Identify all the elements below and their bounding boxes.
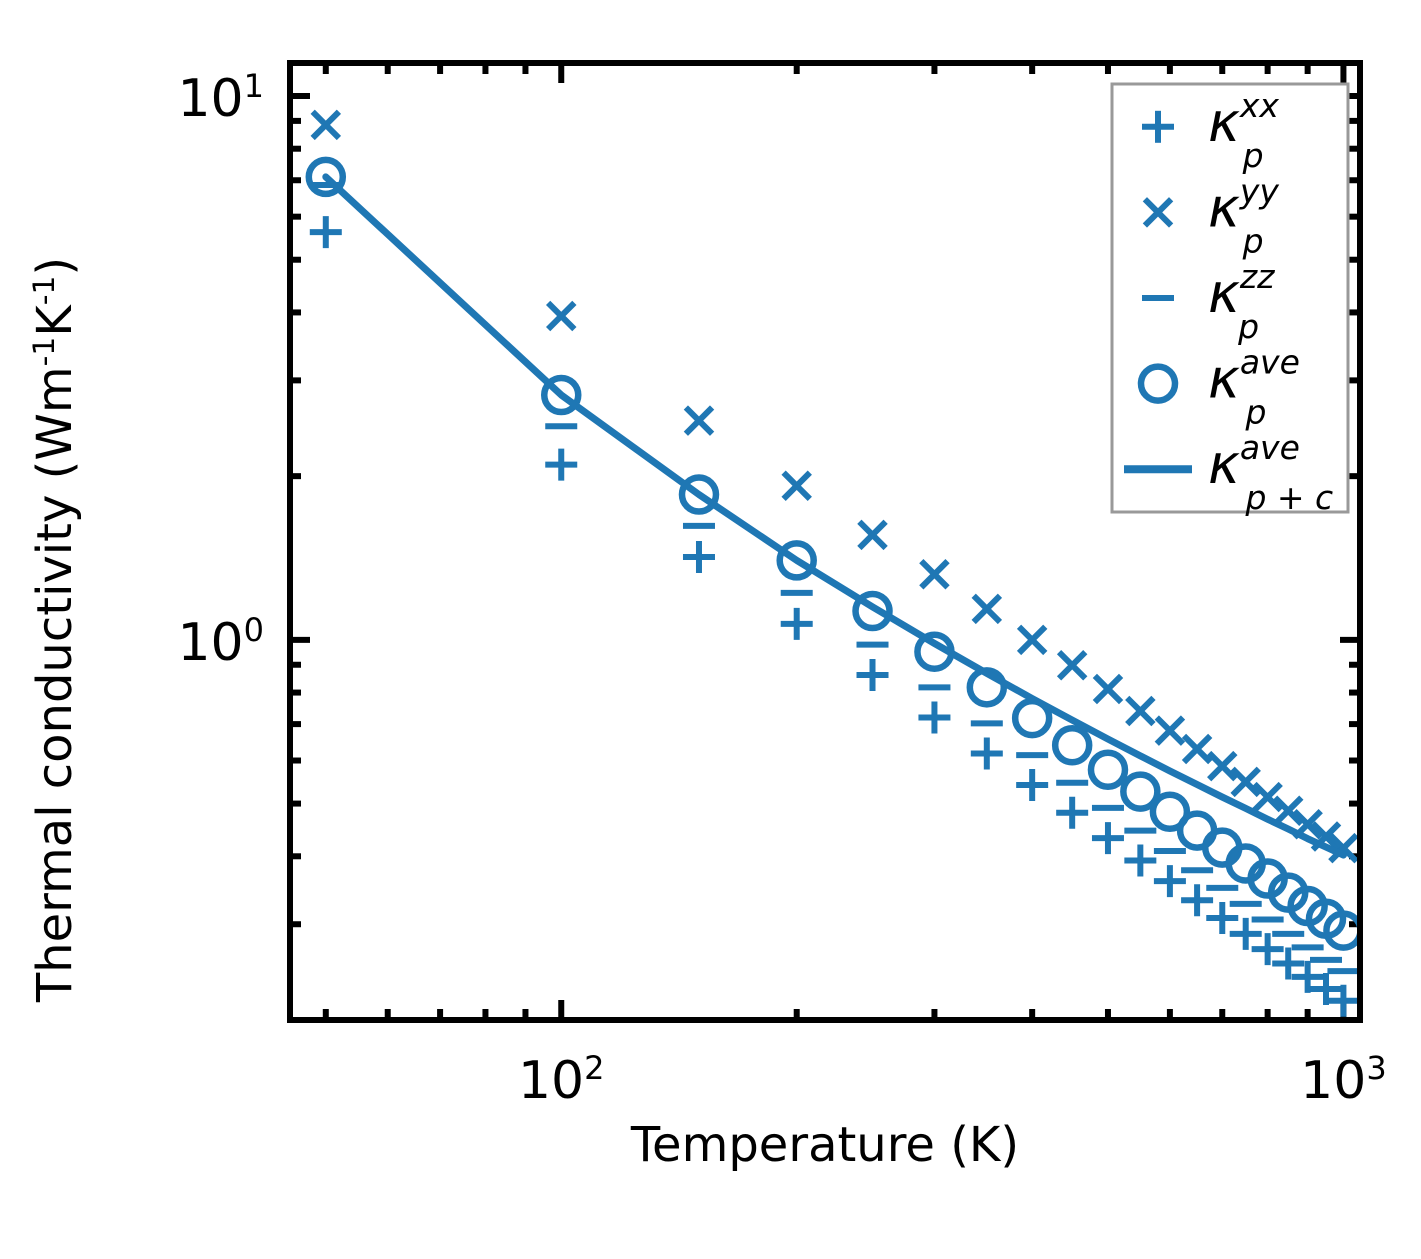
marker-cross: [1328, 832, 1357, 864]
marker-cross: [1207, 750, 1238, 782]
marker-circle: [305, 156, 347, 198]
legend-entry-kappa-p-zz[interactable]: κzz p: [1142, 257, 1275, 346]
x-tick-label-1000: 103: [1300, 1049, 1387, 1111]
legend-entry-kappa-p-plus-c-ave[interactable]: κave p + c: [1124, 428, 1333, 517]
x-tick-label-100: 102: [518, 1049, 605, 1111]
marker-cross: [1056, 650, 1088, 681]
marker-cross: [546, 300, 577, 332]
y-tick-label-1-text: 100: [177, 611, 264, 673]
series-kappa-p-plus-c-ave: [322, 173, 1347, 859]
legend-entry-kappa-p-xx[interactable]: κxx p: [1142, 86, 1279, 175]
marker-circle: [852, 590, 893, 632]
series-kappa-p-yy: [310, 109, 1357, 864]
marker-cross: [1181, 733, 1213, 765]
legend-label-kappa-p-ave: κave p: [1208, 343, 1300, 432]
marker-cross: [310, 109, 342, 141]
marker-cross: [919, 559, 950, 590]
marker-cross: [1272, 795, 1304, 827]
x-axis-label-container: Temperature (K): [290, 1105, 1360, 1185]
y-tick-label-1: 100: [177, 611, 264, 673]
legend-marker-circle: [1137, 363, 1179, 404]
marker-circle: [540, 374, 582, 416]
marker-cross: [971, 593, 1003, 625]
series-kappa-p-zz: [309, 182, 1357, 975]
legend-marker-cross: [1142, 197, 1174, 228]
marker-cross: [1154, 715, 1186, 746]
marker-cross: [857, 519, 888, 551]
marker-circle: [1087, 749, 1129, 790]
data-layer: [305, 109, 1357, 1017]
marker-cross: [1230, 766, 1261, 798]
legend-label-kappa-p-plus-c-ave: κave p + c: [1208, 428, 1333, 517]
legend-entry-kappa-p-yy[interactable]: κyy p: [1142, 171, 1279, 260]
marker-cross: [683, 405, 715, 436]
marker-circle: [1149, 791, 1191, 832]
series-kappa-p-xx: [309, 216, 1357, 1017]
marker-cross: [781, 470, 812, 502]
legend-label-kappa-p-xx: κxx p: [1208, 86, 1279, 175]
marker-cross: [1252, 781, 1283, 813]
x-axis-label: Temperature (K): [630, 1117, 1020, 1173]
marker-cross: [1092, 673, 1124, 705]
legend-label-kappa-p-yy: κyy p: [1208, 171, 1279, 260]
legend-label-kappa-p-zz: κzz p: [1208, 257, 1275, 346]
marker-circle: [1120, 771, 1161, 812]
y-tick-label-10-text: 101: [177, 67, 264, 129]
x-tick-label-100-text: 102: [518, 1049, 605, 1111]
marker-cross: [1016, 624, 1048, 656]
marker-circle: [678, 474, 720, 515]
marker-circle: [776, 540, 817, 581]
marker-circle: [1051, 725, 1093, 766]
legend-entry-kappa-p-ave[interactable]: κave p: [1137, 343, 1300, 432]
marker-circle: [1323, 910, 1357, 951]
x-tick-label-1000-text: 103: [1300, 1049, 1387, 1111]
y-tick-label-10: 101: [177, 67, 264, 129]
marker-cross: [1125, 695, 1156, 727]
series-kappa-p-ave: [305, 156, 1357, 951]
